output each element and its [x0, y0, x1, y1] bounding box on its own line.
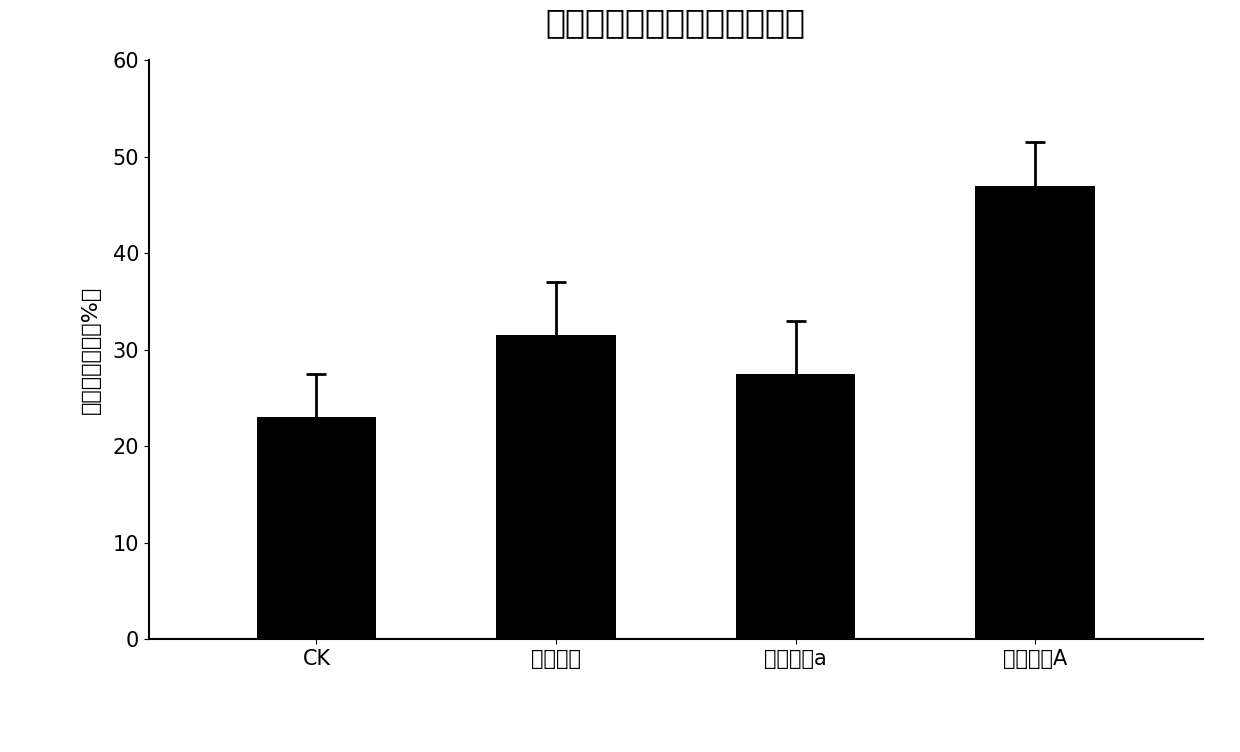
Title: 高浓度石油污染水体修复效果: 高浓度石油污染水体修复效果 [546, 6, 806, 39]
Y-axis label: 石油烃去除率（%）: 石油烃去除率（%） [82, 286, 102, 414]
Bar [975, 186, 1095, 639]
Bar [257, 417, 377, 639]
Bar [496, 335, 616, 639]
Bar [735, 374, 856, 639]
